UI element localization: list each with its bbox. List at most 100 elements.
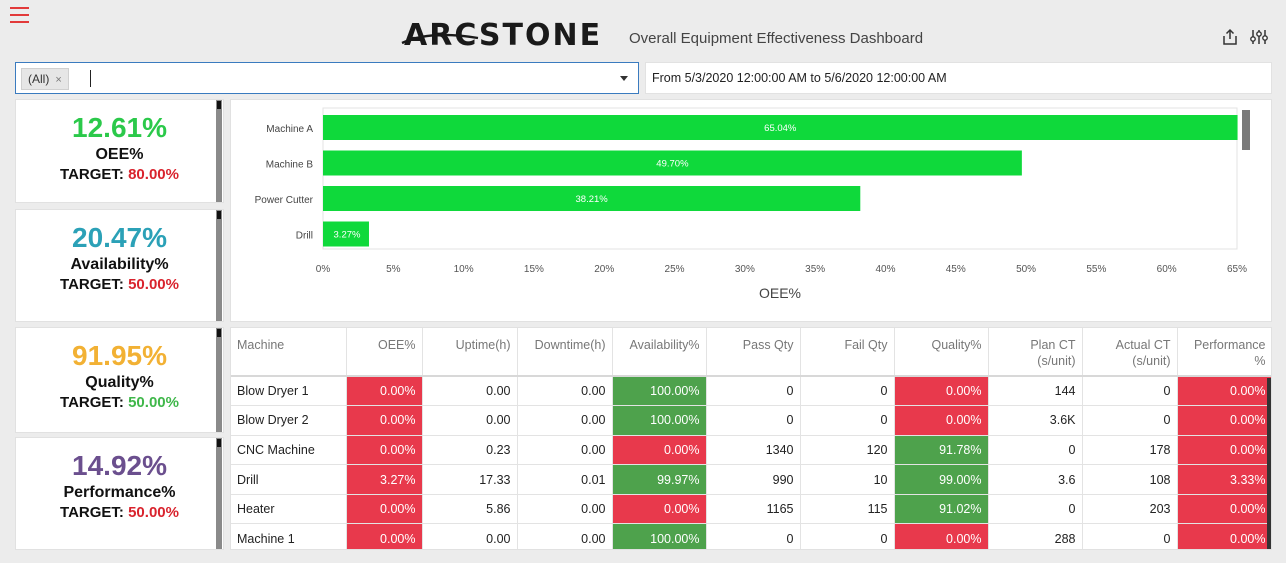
table-cell-fail-qty: 10 <box>800 464 895 495</box>
column-header-label: Pass Qty <box>742 338 794 352</box>
table-row[interactable]: CNC Machine 0.00% 0.23 0.00 0.00% 1340 120 91.7… <box>231 435 1271 466</box>
column-header-label: Downtime(h) <box>534 338 606 352</box>
chart-bar[interactable] <box>323 221 369 247</box>
table-cell-fail-qty: 0 <box>800 376 895 407</box>
column-header[interactable]: Uptime(h) <box>422 328 518 377</box>
column-header-unit: (s/unit) <box>1037 354 1076 368</box>
table-cell-plan-ct: 144 <box>988 376 1083 407</box>
kpi-card-quality: 91.95% Quality% TARGET: 50.00% <box>15 327 224 433</box>
kpi-scrollbar[interactable] <box>216 210 222 321</box>
kpi-target-value: 50.00% <box>128 394 179 411</box>
kpi-scrollbar[interactable] <box>216 100 222 202</box>
kpi-scrollbar[interactable] <box>216 438 222 549</box>
table-cell-uptime: 5.86 <box>422 494 518 525</box>
table-cell-downtime: 0.01 <box>517 464 613 495</box>
table-cell-performance: 0.00% <box>1177 435 1271 466</box>
x-tick-label: 65% <box>1227 264 1247 275</box>
table-cell-plan-ct: 288 <box>988 523 1083 549</box>
table-cell-machine: CNC Machine <box>231 435 347 466</box>
plot-area <box>322 107 1238 250</box>
kpi-value: 14.92% <box>72 450 167 481</box>
table-cell-performance: 0.00% <box>1177 494 1271 525</box>
machine-filter-chip[interactable]: (All) × <box>21 68 69 90</box>
table-cell-uptime: 0.00 <box>422 523 518 549</box>
table-cell-oee: 0.00% <box>346 405 423 436</box>
table-cell-actual-ct: 178 <box>1082 435 1178 466</box>
kpi-card-availability: 20.47% Availability% TARGET: 50.00% <box>15 209 224 322</box>
dropdown-arrow-icon[interactable] <box>620 76 628 81</box>
table-cell-downtime: 0.00 <box>517 523 613 549</box>
column-header[interactable]: Machine <box>231 328 347 377</box>
column-header[interactable]: Fail Qty <box>800 328 895 377</box>
table-cell-oee: 3.27% <box>346 464 423 495</box>
table-cell-quality: 91.78% <box>894 435 989 466</box>
table-cell-machine: Blow Dryer 2 <box>231 405 347 436</box>
kpi-value: 20.47% <box>72 222 167 253</box>
chart-bar[interactable] <box>323 150 1022 176</box>
category-label: Machine A <box>266 124 313 135</box>
column-header[interactable]: Quality% <box>894 328 989 377</box>
table-row[interactable]: Blow Dryer 1 0.00% 0.00 0.00 100.00% 0 0 0.00% 1… <box>231 376 1271 407</box>
chart-bar[interactable] <box>323 115 1238 140</box>
table-cell-machine: Machine 1 <box>231 523 347 549</box>
table-cell-performance: 0.00% <box>1177 405 1271 436</box>
table-cell-pass-qty: 990 <box>706 464 801 495</box>
table-scrollbar[interactable] <box>1267 378 1271 549</box>
x-axis-title: OEE% <box>759 285 801 301</box>
hamburger-menu-icon[interactable] <box>10 5 30 25</box>
machine-filter-input[interactable]: (All) × <box>15 62 639 94</box>
column-header[interactable]: Actual CT (s/unit) <box>1082 328 1178 377</box>
kpi-target: TARGET: 50.00% <box>16 275 223 295</box>
kpi-scrollbar[interactable] <box>216 328 222 432</box>
table-cell-uptime: 0.00 <box>422 405 518 436</box>
column-header-label: Actual CT <box>1115 338 1171 352</box>
column-header[interactable]: Pass Qty <box>706 328 801 377</box>
column-header-unit: % <box>1254 354 1266 368</box>
table-cell-machine: Blow Dryer 1 <box>231 376 347 407</box>
table-header-row: Machine OEE% Uptime(h) Downtime(h) Availabil… <box>231 328 1271 377</box>
table-row[interactable]: Heater 0.00% 5.86 0.00 0.00% 1165 115 91.02% 0 20… <box>231 494 1271 525</box>
category-label: Drill <box>296 231 313 242</box>
column-header-unit: (s/unit) <box>1132 354 1171 368</box>
x-tick-label: 35% <box>805 264 825 275</box>
table-cell-fail-qty: 0 <box>800 523 895 549</box>
kpi-value: 12.61% <box>72 112 167 143</box>
table-cell-oee: 0.00% <box>346 494 423 525</box>
table-cell-quality: 91.02% <box>894 494 989 525</box>
table-cell-pass-qty: 0 <box>706 523 801 549</box>
column-header[interactable]: Plan CT (s/unit) <box>988 328 1083 377</box>
chart-bar[interactable] <box>323 186 861 211</box>
table-cell-performance: 0.00% <box>1177 523 1271 549</box>
kpi-label: OEE% <box>95 146 144 163</box>
page-title: Overall Equipment Effectiveness Dashboar… <box>629 30 924 47</box>
settings-sliders-icon[interactable] <box>1250 28 1268 46</box>
table-cell-downtime: 0.00 <box>517 376 613 407</box>
table-cell-actual-ct: 0 <box>1082 376 1178 407</box>
table-row[interactable]: Blow Dryer 2 0.00% 0.00 0.00 100.00% 0 0 0.00% 3… <box>231 405 1271 436</box>
logo: ARCSTONE <box>401 18 602 54</box>
column-header[interactable]: Availability% <box>612 328 707 377</box>
kpi-label: Performance% <box>63 484 176 501</box>
x-tick-label: 60% <box>1157 264 1177 275</box>
column-header[interactable]: OEE% <box>346 328 423 377</box>
column-header[interactable]: Downtime(h) <box>517 328 613 377</box>
data-label: 38.21% <box>576 194 609 205</box>
column-header[interactable]: Performance% <box>1177 328 1271 377</box>
chart-scrollbar[interactable] <box>1242 110 1250 150</box>
table-cell-availability: 0.00% <box>612 494 707 525</box>
category-label: Machine B <box>266 160 314 171</box>
table-cell-uptime: 0.23 <box>422 435 518 466</box>
kpi-value: 91.95% <box>72 340 167 371</box>
date-range-filter[interactable]: From 5/3/2020 12:00:00 AM to 5/6/2020 12… <box>645 62 1272 94</box>
table-row[interactable]: Machine 1 0.00% 0.00 0.00 100.00% 0 0 0.00% 288 0… <box>231 523 1271 549</box>
table-row[interactable]: Drill 3.27% 17.33 0.01 99.97% 990 10 99.00% 3.6 1… <box>231 464 1271 495</box>
table-cell-oee: 0.00% <box>346 376 423 407</box>
logo-swoosh-icon <box>401 33 479 45</box>
share-icon[interactable] <box>1221 28 1239 46</box>
table-cell-availability: 100.00% <box>612 405 707 436</box>
column-header-label: Uptime(h) <box>455 338 511 352</box>
table-cell-performance: 0.00% <box>1177 376 1271 407</box>
column-header-label: Fail Qty <box>844 338 888 352</box>
chip-remove-icon[interactable]: × <box>55 74 62 86</box>
table-body: Blow Dryer 1 0.00% 0.00 0.00 100.00% 0 0 0.00% 1… <box>231 376 1271 549</box>
